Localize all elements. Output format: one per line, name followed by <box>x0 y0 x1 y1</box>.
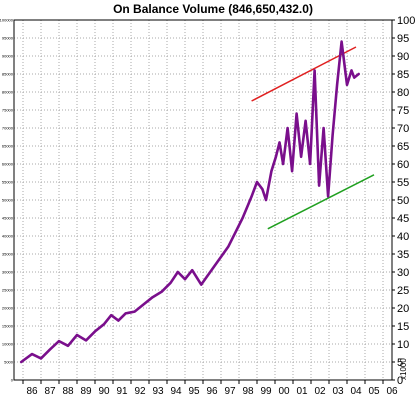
right-axis-tick-label: 60 <box>397 159 409 171</box>
right-axis-tick-label: 35 <box>397 249 409 261</box>
x-axis-tick-label: 92 <box>134 386 146 397</box>
x-axis-tick-label: 01 <box>296 386 308 397</box>
left-axis-tick-label: 100000 <box>0 18 14 23</box>
x-axis-tick-label: 00 <box>278 386 290 397</box>
right-axis-tick-label: 30 <box>397 267 409 279</box>
right-axis: 0 5 10 15 20 25 30 35 40 45 50 55 60 65 70 75 80 85 90 95 10… <box>392 15 415 387</box>
trendline <box>251 46 357 102</box>
right-axis-tick-label: 10 <box>397 339 409 351</box>
left-axis-tick-label: 95000 <box>2 36 14 41</box>
x-axis-tick-label: 86 <box>26 386 38 397</box>
x-axis-tick-label: 04 <box>350 386 362 397</box>
right-axis-tick-label: 20 <box>397 303 409 315</box>
right-axis-tick-label: 65 <box>397 141 409 153</box>
left-axis-tick-label: 65000 <box>2 144 14 149</box>
right-axis-tick-label: 100 <box>397 15 415 27</box>
series-layer <box>19 40 361 364</box>
chart-title: On Balance Volume (846,650,432.0) <box>113 2 313 16</box>
x-axis-tick-label: 89 <box>80 386 92 397</box>
trendlines <box>251 46 375 230</box>
trendline <box>267 174 375 230</box>
left-axis-tick-label: 10000 <box>2 342 14 347</box>
left-axis-tick-label: 45000 <box>2 216 14 221</box>
left-axis-tick-label: 0 <box>11 378 14 383</box>
axis-multiplier-label: x1000 <box>399 358 408 380</box>
x-axis-tick-label: 05 <box>368 386 380 397</box>
x-axis-tick-label: 99 <box>260 386 272 397</box>
x-axis-tick-label: 98 <box>242 386 254 397</box>
right-axis-tick-label: 85 <box>397 69 409 81</box>
left-axis-tick-label: 20000 <box>2 306 14 311</box>
x-axis: 86 87 88 89 90 91 92 93 94 95 96 97 98 99 00 01 02 03 04 05… <box>22 380 398 397</box>
x-axis-tick-label: 06 <box>386 386 398 397</box>
left-axis-tick-label: 40000 <box>2 234 14 239</box>
x-axis-tick-label: 93 <box>152 386 164 397</box>
x-axis-tick-label: 91 <box>116 386 128 397</box>
left-axis-tick-label: 70000 <box>2 126 14 131</box>
right-axis-tick-label: 50 <box>397 195 409 207</box>
left-axis-tick-label: 30000 <box>2 270 14 275</box>
left-axis-tick-label: 15000 <box>2 324 14 329</box>
right-axis-tick-label: 45 <box>397 213 409 225</box>
left-axis-tick-label: 85000 <box>2 72 14 77</box>
left-axis-tick-label: 35000 <box>2 252 14 257</box>
right-axis-tick-label: 5 <box>397 357 403 369</box>
left-axis-tick-label: 55000 <box>2 180 14 185</box>
obv-series-line <box>19 40 361 364</box>
left-axis-tick-label: 80000 <box>2 90 14 95</box>
x-axis-tick-label: 96 <box>206 386 218 397</box>
left-axis-tick-label: 90000 <box>2 54 14 59</box>
left-axis-tick-label: 75000 <box>2 108 14 113</box>
x-axis-tick-label: 02 <box>314 386 326 397</box>
x-axis-tick-label: 03 <box>332 386 344 397</box>
right-axis-tick-label: 0 <box>397 375 403 387</box>
right-axis-tick-label: 55 <box>397 177 409 189</box>
x-axis-tick-label: 94 <box>170 386 182 397</box>
left-axis-tick-label: 5000 <box>4 360 14 365</box>
right-axis-tick-label: 15 <box>397 321 409 333</box>
x-axis-tick-label: 90 <box>98 386 110 397</box>
right-axis-tick-label: 80 <box>397 87 409 99</box>
left-axis-tick-label: 25000 <box>2 288 14 293</box>
right-axis-tick-label: 25 <box>397 285 409 297</box>
right-axis-tick-label: 75 <box>397 105 409 117</box>
x-axis-tick-label: 87 <box>44 386 56 397</box>
left-axis-tick-label: 50000 <box>2 198 14 203</box>
right-axis-tick-label: 90 <box>397 51 409 63</box>
x-axis-tick-label: 97 <box>224 386 236 397</box>
left-axis-tick-label: 60000 <box>2 162 14 167</box>
left-axis: 0 5000 10000 15000 20000 25000 30000 35000 40000… <box>0 18 14 383</box>
right-axis-tick-label: 95 <box>397 33 409 45</box>
x-axis-tick-label: 88 <box>62 386 74 397</box>
right-axis-tick-label: 40 <box>397 231 409 243</box>
x-axis-tick-label: 95 <box>188 386 200 397</box>
right-axis-tick-label: 70 <box>397 123 409 135</box>
gridlines <box>14 20 392 380</box>
